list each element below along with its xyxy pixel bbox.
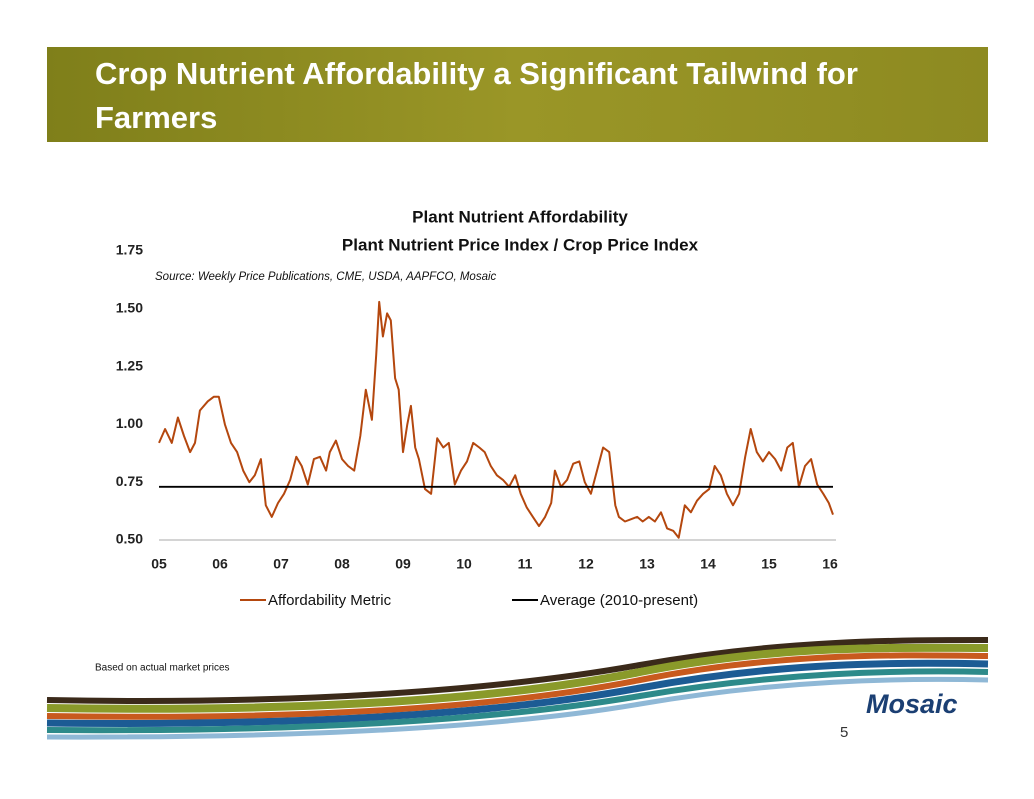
chart-subtitle: Plant Nutrient Price Index / Crop Price … <box>342 235 699 254</box>
title-banner <box>47 47 988 142</box>
x-tick-label: 06 <box>212 556 228 572</box>
source-note: Source: Weekly Price Publications, CME, … <box>155 271 497 283</box>
footnote: Based on actual market prices <box>95 663 230 674</box>
legend-label: Average (2010-present) <box>540 592 698 609</box>
x-tick-label: 09 <box>395 556 411 572</box>
x-tick-label: 11 <box>518 556 533 572</box>
x-tick-label: 08 <box>334 556 350 572</box>
x-tick-label: 12 <box>578 556 594 572</box>
x-tick-label: 16 <box>822 556 838 572</box>
legend-label: Affordability Metric <box>268 592 392 609</box>
x-tick-label: 14 <box>700 556 716 572</box>
y-tick-label: 1.75 <box>116 242 143 258</box>
y-tick-label: 0.50 <box>116 531 143 547</box>
chart-title: Plant Nutrient Affordability <box>412 207 628 226</box>
page-number: 5 <box>840 724 848 741</box>
x-tick-label: 07 <box>273 556 289 572</box>
y-tick-label: 0.75 <box>116 473 143 489</box>
y-tick-label: 1.00 <box>116 415 143 431</box>
x-tick-label: 13 <box>639 556 655 572</box>
y-tick-label: 1.50 <box>116 300 143 316</box>
series-line <box>158 300 834 539</box>
y-tick-label: 1.25 <box>116 357 143 373</box>
x-tick-label: 05 <box>151 556 167 572</box>
slide-title: Crop Nutrient Affordability a Significan… <box>95 56 858 135</box>
x-tick-label: 10 <box>456 556 472 572</box>
decorative-swoosh <box>46 637 989 740</box>
x-tick-label: 15 <box>761 556 777 572</box>
logo: Mosaic <box>866 689 958 719</box>
